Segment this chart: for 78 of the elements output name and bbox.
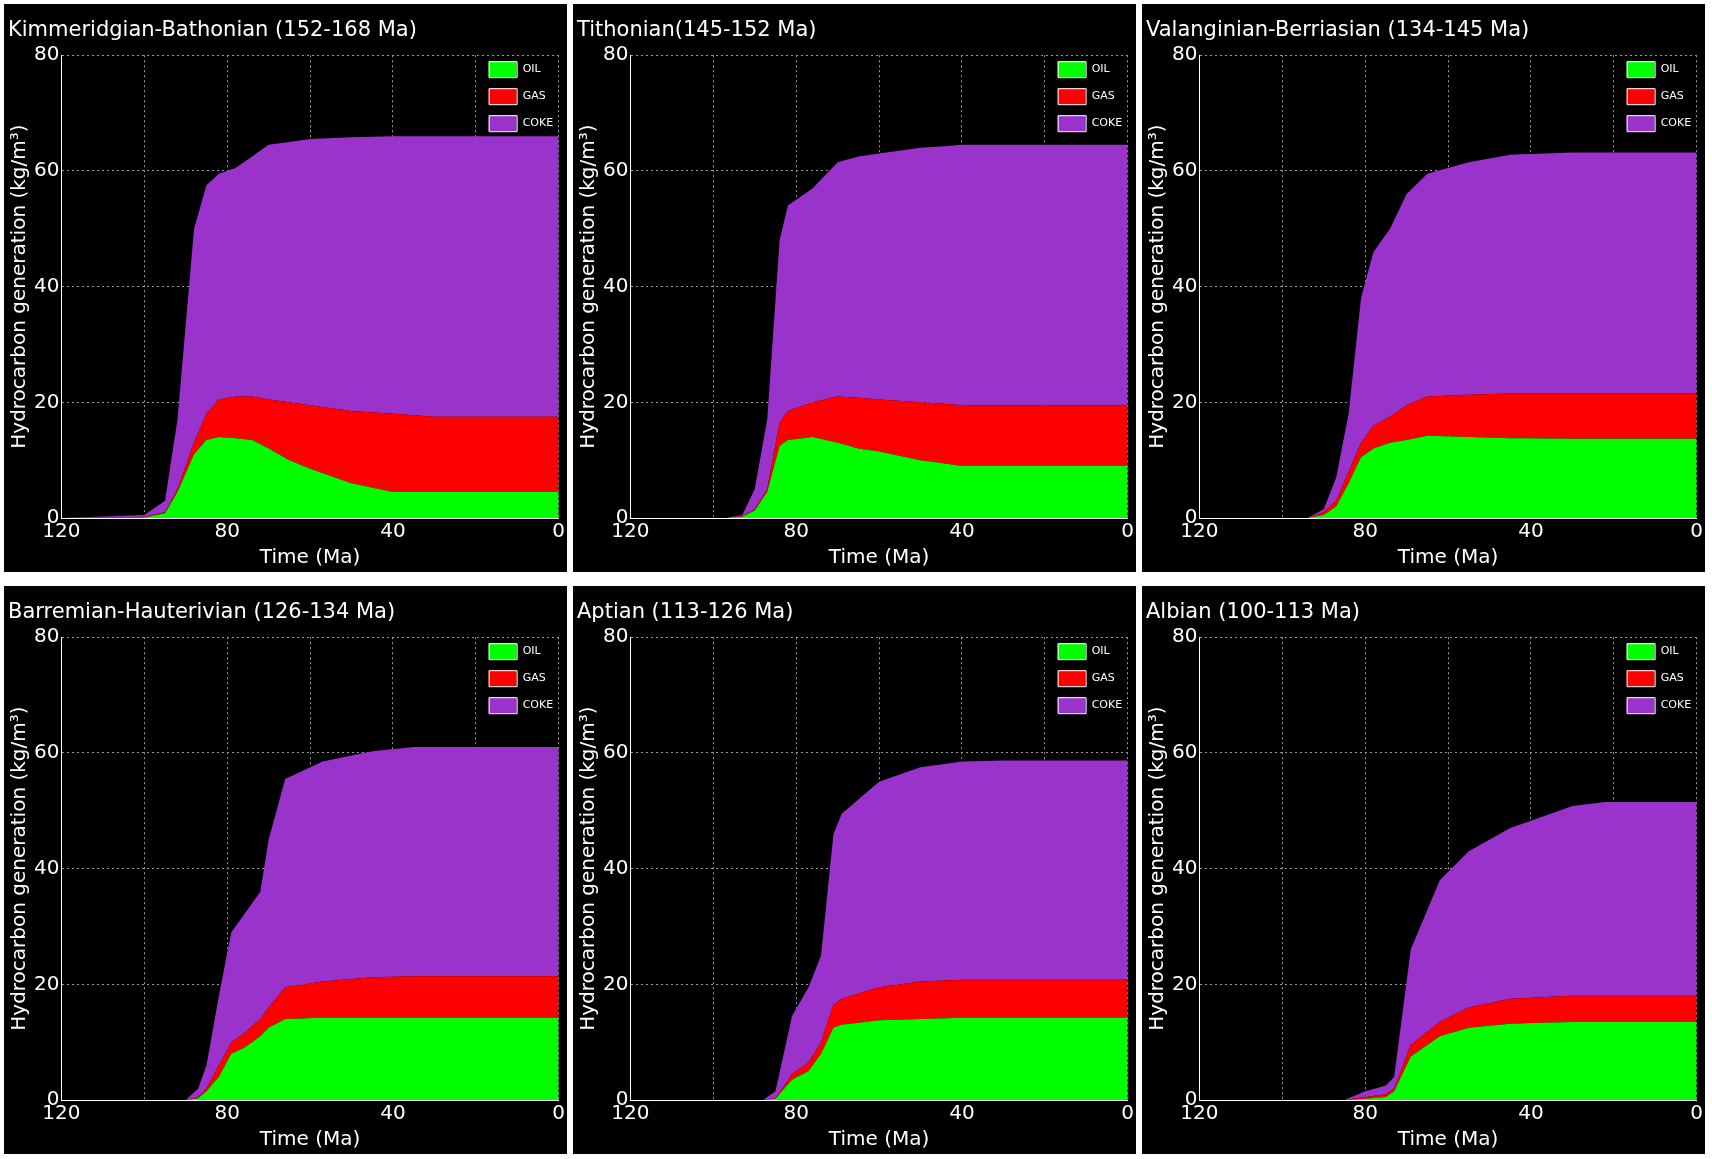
x-axis-title: Time (Ma) <box>827 1126 930 1151</box>
y-tick-label: 40 <box>603 272 629 297</box>
y-tick-label: 40 <box>603 854 629 879</box>
x-tick-label: 0 <box>1121 1100 1134 1125</box>
x-axis-title: Time (Ma) <box>258 544 361 569</box>
x-tick-label: 0 <box>1690 518 1703 543</box>
x-tick-label: 40 <box>1518 1100 1544 1125</box>
x-tick-label: 40 <box>380 1100 406 1125</box>
y-tick-label: 80 <box>1172 41 1198 66</box>
y-tick-label: 60 <box>603 157 629 182</box>
legend-label: GAS <box>1660 89 1684 103</box>
chart-title: Aptian (113-126 Ma) <box>577 599 794 624</box>
y-tick-label: 40 <box>34 854 60 879</box>
x-tick-label: 80 <box>783 518 809 543</box>
chart-title: Valanginian-Berriasian (134-145 Ma) <box>1146 17 1530 42</box>
legend-label: COKE <box>1660 116 1692 130</box>
x-tick-label: 0 <box>1121 518 1134 543</box>
y-tick-label: 80 <box>34 623 60 648</box>
chart-title: Kimmeridgian-Bathonian (152-168 Ma) <box>8 17 417 42</box>
y-tick-label: 20 <box>603 388 629 413</box>
y-tick-label: 80 <box>1172 623 1198 648</box>
x-tick-label: 80 <box>1352 1100 1378 1125</box>
y-tick-label: 80 <box>603 623 629 648</box>
chart-title: Barremian-Hauterivian (126-134 Ma) <box>8 599 396 624</box>
y-axis-title: Hydrocarbon generation (kg/m³) <box>1144 706 1169 1031</box>
chart-title: Albian (100-113 Ma) <box>1146 599 1361 624</box>
legend-label: OIL <box>1091 62 1111 76</box>
y-tick-label: 20 <box>34 970 60 995</box>
x-tick-label: 80 <box>783 1100 809 1125</box>
legend-label: GAS <box>1091 671 1115 685</box>
legend-label: COKE <box>1091 116 1123 130</box>
x-tick-label: 40 <box>949 518 975 543</box>
y-tick-label: 60 <box>603 739 629 764</box>
x-axis-title: Time (Ma) <box>1396 544 1499 569</box>
chart-title: Tithonian(145-152 Ma) <box>576 17 817 42</box>
x-tick-label: 40 <box>380 518 406 543</box>
y-tick-label: 20 <box>603 970 629 995</box>
x-tick-label: 0 <box>552 518 565 543</box>
legend-label: OIL <box>1660 644 1680 658</box>
legend-label: OIL <box>522 62 542 76</box>
y-tick-label: 60 <box>1172 157 1198 182</box>
x-tick-label: 80 <box>1352 518 1378 543</box>
legend-label: COKE <box>1091 698 1123 712</box>
y-tick-label: 40 <box>34 272 60 297</box>
legend-label: OIL <box>1091 644 1111 658</box>
y-tick-label: 20 <box>1172 970 1198 995</box>
y-tick-label: 40 <box>1172 272 1198 297</box>
y-tick-label: 20 <box>34 388 60 413</box>
y-tick-label: 20 <box>1172 388 1198 413</box>
legend-label: GAS <box>1091 89 1115 103</box>
x-tick-label: 40 <box>949 1100 975 1125</box>
y-axis-title: Hydrocarbon generation (kg/m³) <box>6 706 31 1031</box>
x-tick-label: 80 <box>214 518 240 543</box>
legend-label: GAS <box>1660 671 1684 685</box>
y-axis-title: Hydrocarbon generation (kg/m³) <box>575 124 600 449</box>
x-axis-title: Time (Ma) <box>258 1126 361 1151</box>
y-tick-label: 80 <box>34 41 60 66</box>
y-axis-title: Hydrocarbon generation (kg/m³) <box>6 124 31 449</box>
legend-label: COKE <box>522 116 554 130</box>
x-axis-title: Time (Ma) <box>827 544 930 569</box>
legend-label: GAS <box>522 671 546 685</box>
legend-label: OIL <box>522 644 542 658</box>
x-axis-title: Time (Ma) <box>1396 1126 1499 1151</box>
legend-label: OIL <box>1660 62 1680 76</box>
legend-label: COKE <box>522 698 554 712</box>
y-tick-label: 60 <box>34 739 60 764</box>
x-tick-label: 0 <box>552 1100 565 1125</box>
legend-label: COKE <box>1660 698 1692 712</box>
y-tick-label: 60 <box>1172 739 1198 764</box>
legend-label: GAS <box>522 89 546 103</box>
x-tick-label: 80 <box>214 1100 240 1125</box>
x-tick-label: 0 <box>1690 1100 1703 1125</box>
x-tick-label: 40 <box>1518 518 1544 543</box>
y-axis-title: Hydrocarbon generation (kg/m³) <box>575 706 600 1031</box>
y-tick-label: 40 <box>1172 854 1198 879</box>
y-tick-label: 60 <box>34 157 60 182</box>
y-tick-label: 80 <box>603 41 629 66</box>
y-axis-title: Hydrocarbon generation (kg/m³) <box>1144 124 1169 449</box>
